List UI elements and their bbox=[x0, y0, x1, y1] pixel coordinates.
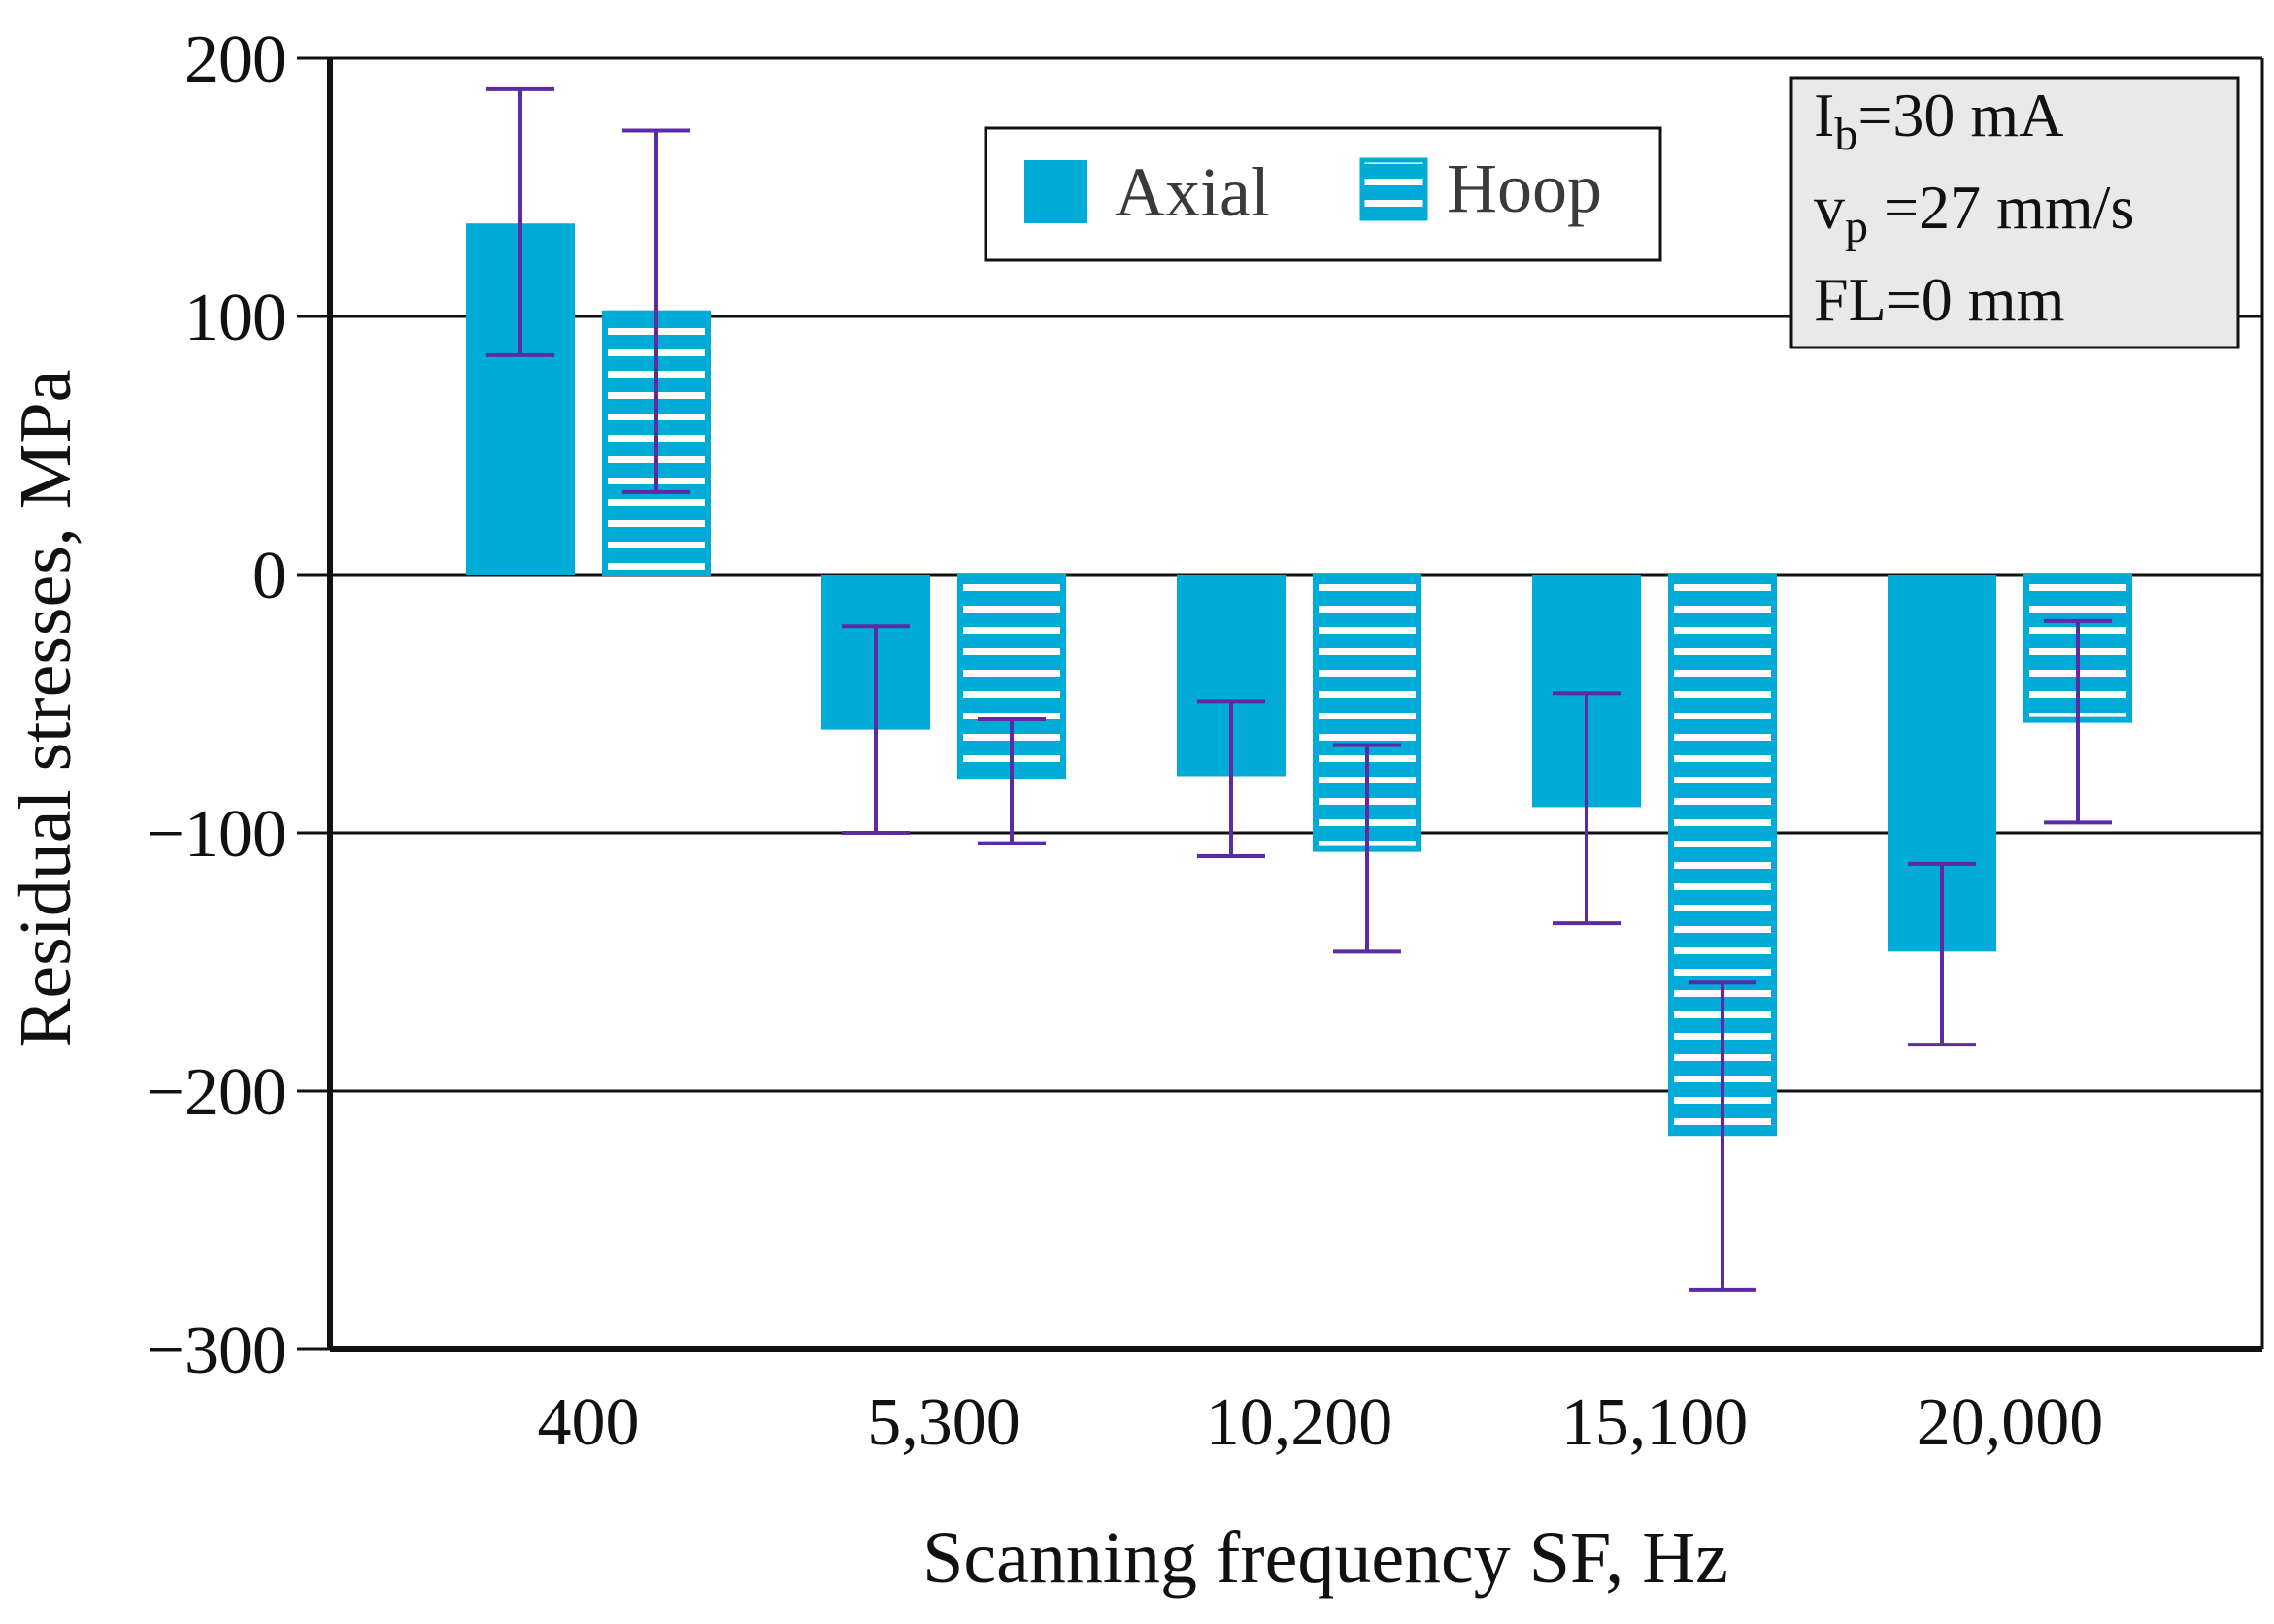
param-speed: vp =27 mm/s bbox=[1814, 173, 2134, 252]
error-bars bbox=[486, 86, 2112, 1292]
y-tick-label: −300 bbox=[147, 1313, 286, 1388]
x-category-label: 400 bbox=[538, 1385, 640, 1460]
legend-swatch-hoop bbox=[1359, 157, 1428, 221]
y-tick-label: −100 bbox=[147, 797, 286, 872]
bars bbox=[466, 223, 2132, 1137]
legend-label-hoop: Hoop bbox=[1447, 149, 1602, 227]
x-axis-title: Scanning frequency SF, Hz bbox=[922, 1517, 1728, 1599]
legend-frame bbox=[984, 126, 1662, 262]
legend-label-axial: Axial bbox=[1115, 153, 1270, 231]
x-category-label: 15,100 bbox=[1561, 1385, 1749, 1460]
parameter-box: Ib=30 mA vp =27 mm/s FL=0 mm bbox=[1789, 76, 2240, 349]
x-category-label: 5,300 bbox=[867, 1385, 1020, 1460]
param-focal-length: FL=0 mm bbox=[1814, 265, 2064, 334]
y-tick-labels: 200 100 0 −100 −200 −300 bbox=[147, 22, 286, 1388]
y-tick-label: 200 bbox=[184, 22, 286, 97]
legend-swatch-axial bbox=[1024, 160, 1087, 223]
y-tick-label: 100 bbox=[184, 281, 286, 355]
parameter-box-frame bbox=[1789, 76, 2240, 349]
y-tick-label: 0 bbox=[252, 539, 286, 613]
y-tick-label: −200 bbox=[147, 1055, 286, 1130]
param-beam-current: Ib=30 mA bbox=[1814, 81, 2063, 160]
x-category-labels: 400 5,300 10,200 15,100 20,000 bbox=[538, 1385, 2104, 1460]
legend: Axial Hoop bbox=[984, 126, 1662, 262]
axes bbox=[297, 56, 2264, 1352]
x-category-label: 10,200 bbox=[1206, 1385, 1393, 1460]
y-axis-title: Residual stresses, MPa bbox=[5, 370, 86, 1048]
x-category-label: 20,000 bbox=[1917, 1385, 2104, 1460]
